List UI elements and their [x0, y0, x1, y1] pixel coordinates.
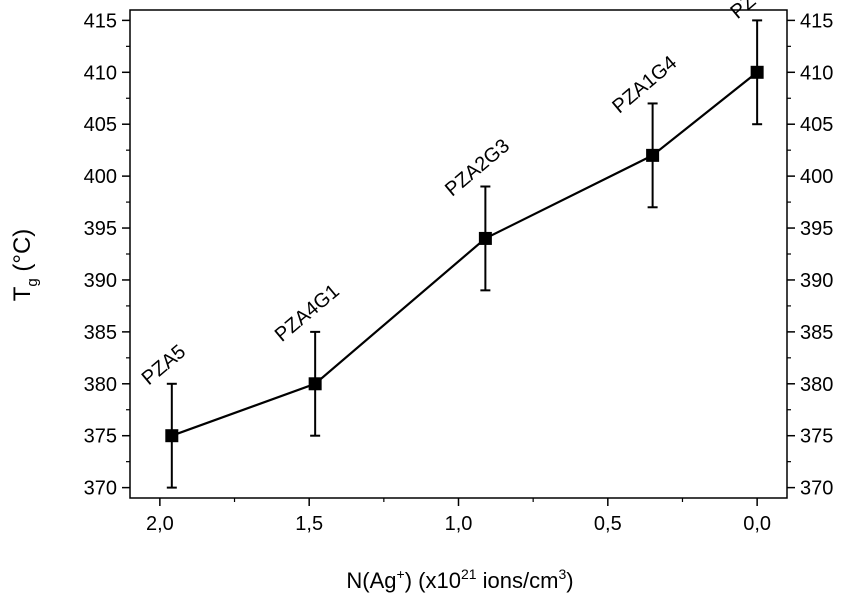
y-tick-label-left: 385: [84, 322, 117, 344]
point-label: PZG: [726, 0, 772, 23]
y-tick-label-right: 380: [800, 374, 833, 396]
x-tick-label: 0,0: [743, 513, 771, 535]
y-tick-label-right: 405: [800, 114, 833, 136]
y-tick-label-left: 410: [84, 62, 117, 84]
point-label: PZA2G3: [441, 135, 514, 201]
y-tick-label-left: 395: [84, 218, 117, 240]
series-layer: PZA5 PZA4G1 PZA2G3 PZA1G4 PZG: [138, 0, 772, 489]
y-tick-label-right: 385: [800, 322, 833, 344]
point-label: PZA1G4: [608, 52, 681, 118]
data-point: [308, 377, 322, 391]
y-tick-label-right: 415: [800, 10, 833, 32]
y-axis-title: Tg (°C): [9, 229, 41, 302]
y-tick-label-left: 405: [84, 114, 117, 136]
data-point: [165, 429, 179, 443]
series-line: [171, 71, 758, 437]
x-tick-label: 0,5: [594, 513, 622, 535]
x-tick-label: 1,0: [445, 513, 473, 535]
tick-labels: 2,0 1,5 1,0 0,5 0,0 370 370 375 375 380 380 385 385 3…: [84, 10, 834, 535]
y-tick-label-left: 415: [84, 10, 117, 32]
axis-ticks: [122, 19, 795, 506]
y-tick-label-right: 400: [800, 166, 833, 188]
y-tick-label-right: 370: [800, 478, 833, 500]
x-tick-label: 1,5: [295, 513, 323, 535]
y-tick-label-right: 390: [800, 270, 833, 292]
y-tick-label-right: 395: [800, 218, 833, 240]
point-label: PZA4G1: [271, 280, 344, 346]
x-tick-label: 2,0: [146, 513, 174, 535]
y-tick-label-left: 375: [84, 426, 117, 448]
data-point: [646, 148, 660, 162]
x-axis-title: N(Ag+) (x1021 ions/cm3): [346, 566, 573, 593]
y-tick-label-left: 380: [84, 374, 117, 396]
y-tick-label-right: 375: [800, 426, 833, 448]
y-tick-label-left: 390: [84, 270, 117, 292]
plot-frame: [129, 9, 788, 499]
y-tick-label-right: 410: [800, 62, 833, 84]
y-tick-label-left: 400: [84, 166, 117, 188]
data-point: [478, 231, 492, 245]
data-point: [750, 65, 764, 79]
y-tick-label-left: 370: [84, 478, 117, 500]
point-label: PZA5: [138, 341, 190, 390]
